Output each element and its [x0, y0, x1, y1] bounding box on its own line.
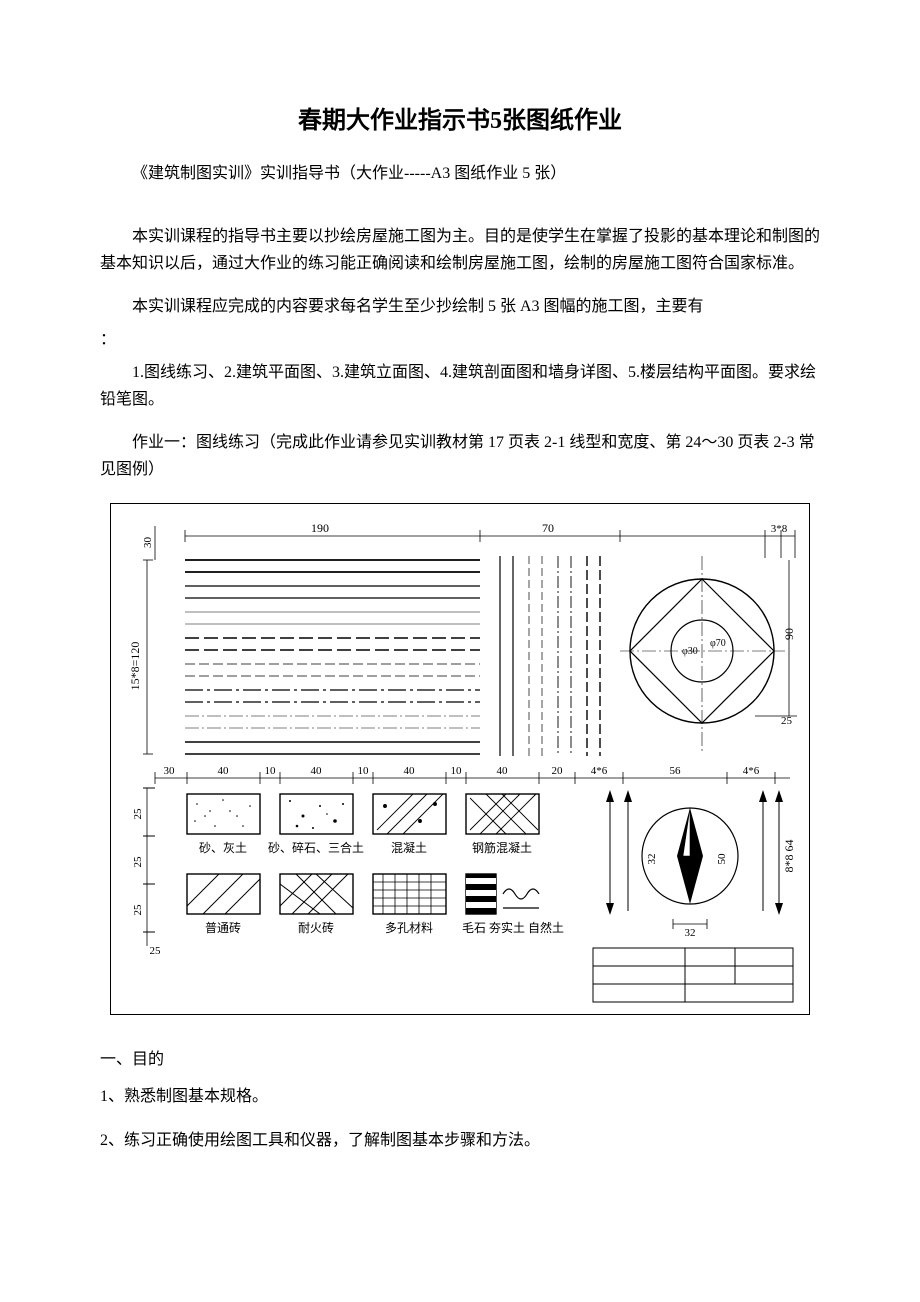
vertical-lines	[500, 556, 600, 756]
lbl-r2-3: 毛石 夯实土 自然土	[462, 920, 564, 935]
dim-15x8: 15*8=120	[128, 642, 142, 691]
lbl-r2-2: 多孔材料	[385, 921, 433, 935]
paragraph-2-wrap: 本实训课程应完成的内容要求每名学生至少抄绘制 5 张 A3 图幅的施工图，主要有…	[100, 293, 820, 348]
bd4: 10	[358, 765, 370, 777]
dim-b32: 32	[685, 927, 696, 939]
dim-8x8: 8*8 64	[782, 840, 796, 873]
bd9: 4*6	[591, 765, 608, 777]
lbl-r1-2: 混凝土	[391, 840, 427, 855]
dim-190: 190	[311, 521, 329, 535]
bd5: 40	[404, 765, 416, 777]
hatch-row-1	[187, 794, 539, 834]
bd10: 56	[670, 765, 682, 777]
dim-i32: 32	[646, 854, 658, 865]
phi70: φ70	[710, 638, 726, 649]
arrow-figure: 32 50	[606, 790, 783, 915]
dim-90: 90	[782, 628, 796, 640]
bd11: 4*6	[743, 765, 760, 777]
lbl-r1-1: 砂、碎石、三合土	[268, 840, 364, 855]
dim-i50: 50	[716, 853, 728, 865]
dim-70: 70	[542, 521, 554, 535]
circle-figure: φ30 φ70	[620, 556, 785, 751]
ld25a: 25	[132, 808, 144, 820]
dim-3x8: 3*8	[771, 523, 788, 535]
line-practice-diagram: 30 190 70 3*8	[110, 503, 810, 1015]
bd8: 20	[552, 765, 564, 777]
ld25b: 25	[132, 856, 144, 868]
lbl-r1-3: 钢筋混凝土	[472, 840, 532, 855]
paragraph-2: 本实训课程应完成的内容要求每名学生至少抄绘制 5 张 A3 图幅的施工图，主要有	[100, 293, 820, 320]
lbl-r2-0: 普通砖	[205, 920, 241, 935]
ld25c: 25	[132, 904, 144, 916]
paragraph-1: 本实训课程的指导书主要以抄绘房屋施工图为主。目的是使学生在掌握了投影的基本理论和…	[100, 223, 820, 277]
line-types-left	[185, 560, 480, 754]
paragraph-4: 作业一：图线练习（完成此作业请参见实训教材第 17 页表 2-1 线型和宽度、第…	[100, 429, 820, 483]
lbl-r2-1: 耐火砖	[298, 920, 334, 935]
lbl-r1-0: 砂、灰土	[199, 841, 247, 855]
bd3: 40	[311, 765, 323, 777]
subtitle: 《建筑制图实训》实训指导书（大作业-----A3 图纸作业 5 张）	[100, 159, 820, 183]
bd6: 10	[451, 765, 463, 777]
bl25: 25	[150, 945, 162, 957]
section-1-item-1: 1、熟悉制图基本规格。	[100, 1083, 820, 1110]
hatch-row-2	[187, 874, 539, 914]
paragraph-3: 1.图线练习、2.建筑平面图、3.建筑立面图、4.建筑剖面图和墙身详图、5.楼层…	[100, 359, 820, 413]
section-1-heading: 一、目的	[100, 1045, 820, 1069]
dim-25r: 25	[781, 715, 793, 727]
section-1-item-2: 2、练习正确使用绘图工具和仪器，了解制图基本步骤和方法。	[100, 1127, 820, 1154]
bd1: 40	[218, 765, 230, 777]
bd0: 30	[164, 765, 176, 777]
phi30: φ30	[682, 646, 698, 657]
bd7: 40	[497, 765, 509, 777]
bd2: 10	[265, 765, 277, 777]
diagram-svg: 30 190 70 3*8	[125, 516, 797, 1006]
colon: ：	[100, 331, 116, 348]
dim-30: 30	[142, 537, 154, 549]
title-block	[593, 948, 793, 1002]
page-title: 春期大作业指示书5张图纸作业	[100, 100, 820, 135]
